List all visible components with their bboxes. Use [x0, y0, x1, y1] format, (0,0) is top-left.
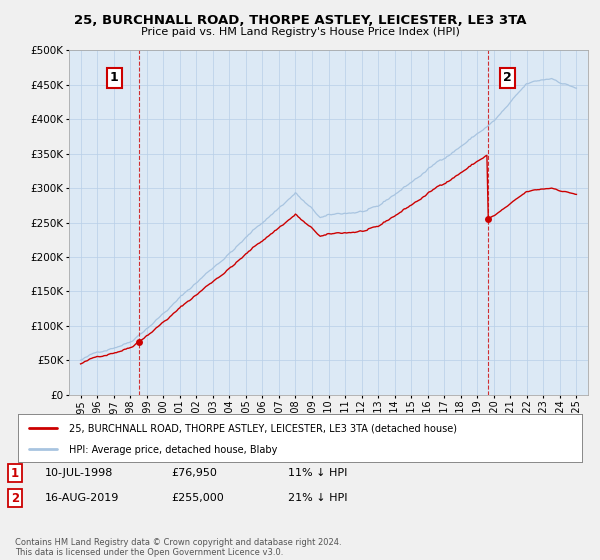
Text: 1: 1 — [11, 466, 19, 480]
Text: 25, BURCHNALL ROAD, THORPE ASTLEY, LEICESTER, LE3 3TA: 25, BURCHNALL ROAD, THORPE ASTLEY, LEICE… — [74, 14, 526, 27]
Text: 11% ↓ HPI: 11% ↓ HPI — [288, 468, 347, 478]
Text: 2: 2 — [503, 72, 512, 85]
Text: Price paid vs. HM Land Registry's House Price Index (HPI): Price paid vs. HM Land Registry's House … — [140, 27, 460, 37]
Text: £76,950: £76,950 — [171, 468, 217, 478]
Text: 21% ↓ HPI: 21% ↓ HPI — [288, 493, 347, 503]
Text: 25, BURCHNALL ROAD, THORPE ASTLEY, LEICESTER, LE3 3TA (detached house): 25, BURCHNALL ROAD, THORPE ASTLEY, LEICE… — [69, 424, 457, 433]
Text: £255,000: £255,000 — [171, 493, 224, 503]
Text: HPI: Average price, detached house, Blaby: HPI: Average price, detached house, Blab… — [69, 445, 277, 455]
Text: 10-JUL-1998: 10-JUL-1998 — [45, 468, 113, 478]
Text: 2: 2 — [11, 492, 19, 505]
Text: 1: 1 — [110, 72, 118, 85]
Text: Contains HM Land Registry data © Crown copyright and database right 2024.
This d: Contains HM Land Registry data © Crown c… — [15, 538, 341, 557]
Text: 16-AUG-2019: 16-AUG-2019 — [45, 493, 119, 503]
